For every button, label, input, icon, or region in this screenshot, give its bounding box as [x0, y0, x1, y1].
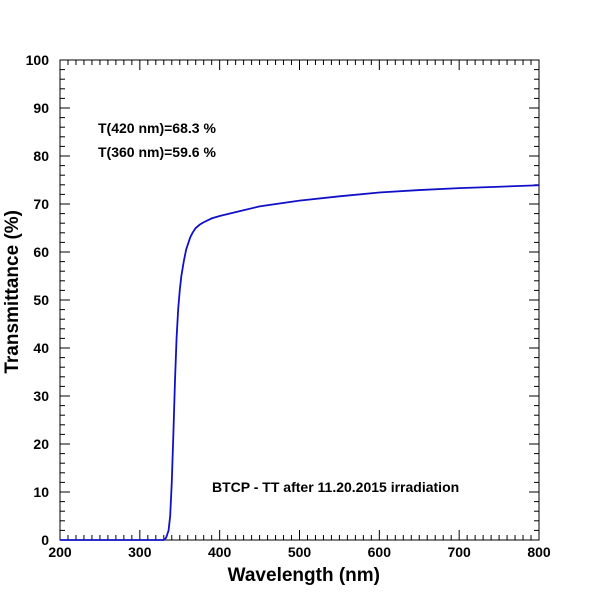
y-tick-label: 40 — [33, 340, 49, 356]
y-tick-label: 10 — [33, 484, 49, 500]
tick-labels: 200 300 400 500 600 700 800 0 10 20 30 40 50 60 70 80 90… — [26, 52, 551, 560]
x-axis-title: Wavelength (nm) — [228, 565, 380, 586]
y-tick-label: 30 — [33, 388, 49, 404]
x-tick-label: 200 — [48, 544, 72, 560]
y-tick-label: 60 — [33, 244, 49, 260]
y-tick-label: 0 — [41, 532, 49, 548]
y-tick-label: 70 — [33, 196, 49, 212]
y-tick-label: 80 — [33, 148, 49, 164]
x-tick-label: 800 — [527, 544, 551, 560]
x-tick-label: 500 — [288, 544, 312, 560]
annotation-t360: T(360 nm)=59.6 % — [98, 144, 216, 160]
transmittance-series-line — [60, 184, 540, 541]
axis-ticks — [59, 59, 540, 541]
y-tick-label: 20 — [33, 436, 49, 452]
x-tick-label: 300 — [128, 544, 152, 560]
annotation-sample: BTCP - TT after 11.20.2015 irradiation — [212, 479, 459, 495]
y-tick-label: 100 — [26, 52, 50, 68]
y-axis-title: Transmittance (%) — [2, 210, 23, 374]
annotation-t420: T(420 nm)=68.3 % — [98, 120, 216, 136]
x-tick-label: 400 — [208, 544, 232, 560]
x-tick-label: 700 — [447, 544, 471, 560]
y-tick-label: 90 — [33, 100, 49, 116]
y-tick-label: 50 — [33, 292, 49, 308]
x-tick-label: 600 — [368, 544, 392, 560]
